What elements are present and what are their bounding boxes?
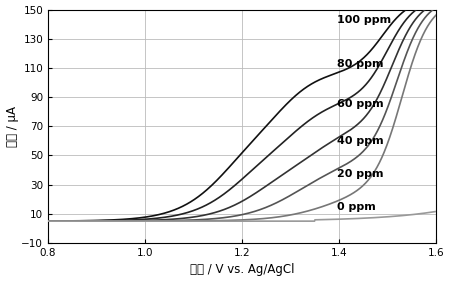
Y-axis label: 電流 / μA: 電流 / μA — [5, 106, 18, 147]
Text: 100 ppm: 100 ppm — [337, 15, 391, 25]
Text: 20 ppm: 20 ppm — [337, 169, 383, 179]
Text: 40 ppm: 40 ppm — [337, 136, 383, 146]
X-axis label: 電位 / V vs. Ag/AgCl: 電位 / V vs. Ag/AgCl — [190, 263, 294, 276]
Text: 0 ppm: 0 ppm — [337, 202, 375, 212]
Text: 60 ppm: 60 ppm — [337, 99, 383, 109]
Text: 80 ppm: 80 ppm — [337, 59, 383, 69]
